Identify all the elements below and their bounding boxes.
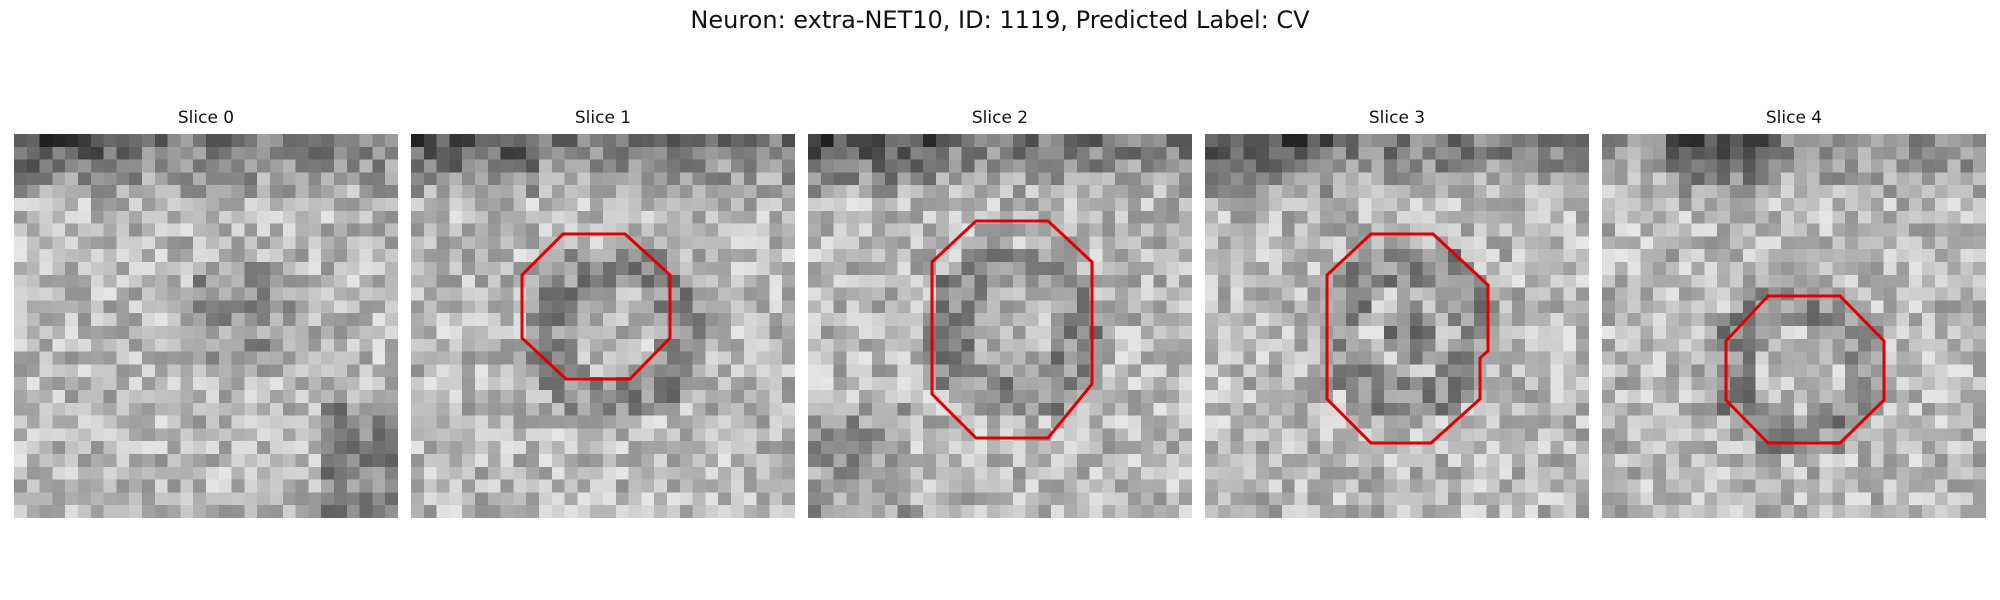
slice-title: Slice 1 [574,108,632,128]
slice-image [14,134,398,518]
roi-polygon [930,219,1094,440]
roi-outline [1325,232,1490,445]
slice-title: Slice 2 [971,108,1029,128]
slice-panel-1: Slice 1 [411,108,795,518]
slice-image [411,134,795,518]
roi-outline [520,232,672,381]
slice-panel-4: Slice 4 [1602,108,1986,518]
roi-outline [1724,294,1886,445]
slice-image [1205,134,1589,518]
slice-title: Slice 0 [177,108,235,128]
slice-panel-2: Slice 2 [808,108,1192,518]
slice-title: Slice 3 [1368,108,1426,128]
roi-polygon [1325,232,1490,445]
figure-title: Neuron: extra-NET10, ID: 1119, Predicted… [690,6,1310,34]
slice-image [808,134,1192,518]
slice-title: Slice 4 [1765,108,1823,128]
slice-panel-0: Slice 0 [14,108,398,518]
roi-polygon [520,232,672,381]
roi-polygon [1724,294,1886,445]
roi-outline [930,219,1094,440]
slice-image [1602,134,1986,518]
slice-panel-3: Slice 3 [1205,108,1589,518]
